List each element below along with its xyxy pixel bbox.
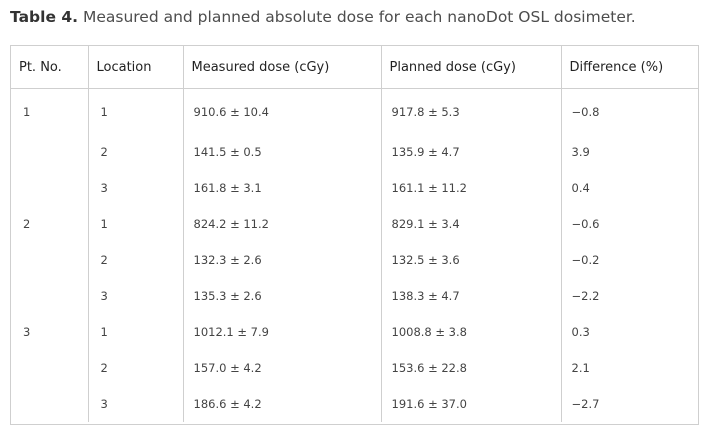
cell-planned-dose: 191.6 ± 37.0 xyxy=(381,386,562,422)
cell-location: 2 xyxy=(88,242,184,278)
cell-location: 2 xyxy=(88,350,184,386)
cell-difference: 0.3 xyxy=(571,325,590,339)
table-row: 3 161.8 ± 3.1 161.1 ± 11.2 0.4 xyxy=(11,170,698,206)
cell-planned-dose: 138.3 ± 4.7 xyxy=(381,278,562,314)
cell-pt-no xyxy=(11,278,89,314)
cell-measured-dose: 141.5 ± 0.5 xyxy=(183,134,382,170)
dose-table-frame: Pt. No. Location Measured dose (cGy) Pla… xyxy=(10,45,699,425)
cell-difference: 0.4 xyxy=(571,181,590,195)
table-row: 1 1 910.6 ± 10.4 917.8 ± 5.3 −0.8 xyxy=(11,88,698,134)
cell-pt-no: 1 xyxy=(11,88,89,134)
cell-pt-no xyxy=(11,386,89,422)
table-caption: Table 4. Measured and planned absolute d… xyxy=(10,8,636,26)
dose-table: Pt. No. Location Measured dose (cGy) Pla… xyxy=(11,46,698,422)
cell-difference: −0.6 xyxy=(571,217,600,231)
cell-planned-dose: 132.5 ± 3.6 xyxy=(381,242,562,278)
header-measured-dose: Measured dose (cGy) xyxy=(183,46,382,89)
cell-location: 1 xyxy=(88,206,184,242)
cell-pt-no: 3 xyxy=(11,314,89,350)
cell-difference: 2.1 xyxy=(571,361,590,375)
table-row: 2 132.3 ± 2.6 132.5 ± 3.6 −0.2 xyxy=(11,242,698,278)
cell-pt-no: 2 xyxy=(11,206,89,242)
table-row: 2 157.0 ± 4.2 153.6 ± 22.8 2.1 xyxy=(11,350,698,386)
table-header-row: Pt. No. Location Measured dose (cGy) Pla… xyxy=(11,46,698,89)
cell-measured-dose: 161.8 ± 3.1 xyxy=(183,170,382,206)
table-row: 3 135.3 ± 2.6 138.3 ± 4.7 −2.2 xyxy=(11,278,698,314)
cell-measured-dose: 1012.1 ± 7.9 xyxy=(183,314,382,350)
cell-difference: −2.2 xyxy=(571,289,600,303)
cell-location: 2 xyxy=(88,134,184,170)
table-caption-label: Table 4. xyxy=(10,8,79,26)
cell-difference: −0.8 xyxy=(571,104,600,119)
cell-planned-dose: 161.1 ± 11.2 xyxy=(381,170,562,206)
cell-location: 3 xyxy=(88,278,184,314)
cell-location: 1 xyxy=(88,314,184,350)
table-row: 2 141.5 ± 0.5 135.9 ± 4.7 3.9 xyxy=(11,134,698,170)
cell-pt-no xyxy=(11,170,89,206)
cell-pt-no xyxy=(11,242,89,278)
cell-measured-dose: 135.3 ± 2.6 xyxy=(183,278,382,314)
header-location: Location xyxy=(88,46,184,89)
cell-planned-dose: 135.9 ± 4.7 xyxy=(381,134,562,170)
cell-measured-dose: 824.2 ± 11.2 xyxy=(183,206,382,242)
cell-location: 1 xyxy=(88,88,184,134)
cell-pt-no xyxy=(11,134,89,170)
cell-difference: 3.9 xyxy=(571,145,590,159)
cell-measured-dose: 186.6 ± 4.2 xyxy=(183,386,382,422)
table-row: 3 1 1012.1 ± 7.9 1008.8 ± 3.8 0.3 xyxy=(11,314,698,350)
cell-location: 3 xyxy=(88,170,184,206)
cell-planned-dose: 153.6 ± 22.8 xyxy=(381,350,562,386)
cell-planned-dose: 1008.8 ± 3.8 xyxy=(381,314,562,350)
header-difference: Difference (%) xyxy=(561,46,698,89)
cell-measured-dose: 910.6 ± 10.4 xyxy=(183,88,382,134)
cell-measured-dose: 132.3 ± 2.6 xyxy=(183,242,382,278)
table-row: 3 186.6 ± 4.2 191.6 ± 37.0 −2.7 xyxy=(11,386,698,422)
table-row: 2 1 824.2 ± 11.2 829.1 ± 3.4 −0.6 xyxy=(11,206,698,242)
cell-measured-dose: 157.0 ± 4.2 xyxy=(183,350,382,386)
cell-pt-no xyxy=(11,350,89,386)
cell-difference: −2.7 xyxy=(571,397,600,411)
cell-difference: −0.2 xyxy=(571,253,600,267)
table-caption-text: Measured and planned absolute dose for e… xyxy=(78,8,636,26)
cell-location: 3 xyxy=(88,386,184,422)
cell-planned-dose: 917.8 ± 5.3 xyxy=(381,88,562,134)
header-pt-no: Pt. No. xyxy=(11,46,89,89)
header-planned-dose: Planned dose (cGy) xyxy=(381,46,562,89)
cell-planned-dose: 829.1 ± 3.4 xyxy=(381,206,562,242)
